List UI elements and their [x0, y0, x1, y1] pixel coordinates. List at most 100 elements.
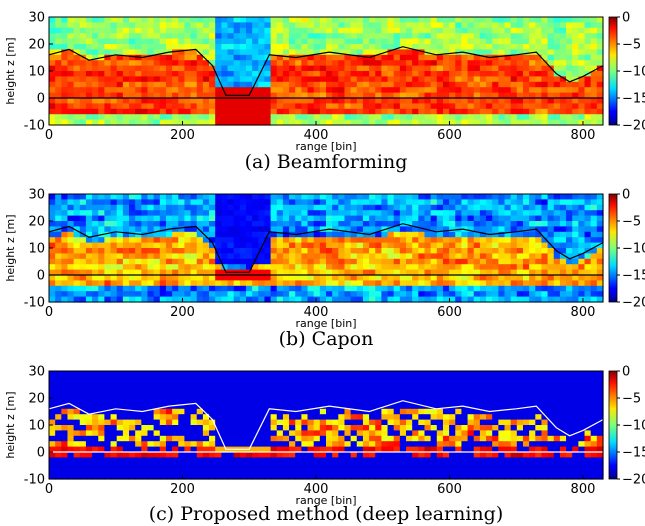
heatmap-cell	[61, 71, 69, 77]
heatmap-cell	[276, 65, 284, 72]
heatmap-cell	[590, 291, 598, 298]
heatmap-cell	[215, 296, 222, 303]
heatmap-cell	[165, 398, 173, 404]
heatmap-cell	[55, 65, 62, 72]
heatmap-cell	[338, 253, 346, 260]
heatmap-cell	[547, 226, 555, 233]
heatmap-cell	[245, 38, 253, 45]
heatmap-cell	[516, 92, 524, 99]
heatmap-cell	[73, 414, 81, 421]
heatmap-cell	[436, 408, 444, 415]
heatmap-cell	[227, 468, 235, 475]
heatmap-cell	[436, 54, 444, 61]
heatmap-cell	[393, 103, 401, 110]
heatmap-cell	[227, 248, 235, 254]
heatmap-cell	[104, 119, 112, 126]
heatmap-cell	[122, 237, 130, 244]
heatmap-cell	[418, 194, 426, 200]
heatmap-cell	[559, 285, 567, 292]
heatmap-cell	[258, 381, 266, 388]
heatmap-cell	[516, 237, 524, 244]
heatmap-cell	[424, 371, 432, 377]
heatmap-cell	[104, 446, 112, 453]
heatmap-cell	[172, 435, 179, 442]
heatmap-cell	[387, 17, 395, 23]
heatmap-cell	[209, 392, 216, 399]
heatmap-cell	[584, 269, 592, 276]
heatmap-cell	[270, 65, 278, 72]
heatmap-cell	[252, 248, 259, 254]
heatmap-cell	[276, 98, 284, 104]
heatmap-cell	[510, 258, 518, 265]
heatmap-cell	[430, 108, 438, 115]
heatmap-cell	[245, 114, 253, 121]
heatmap-cell	[418, 242, 426, 249]
heatmap-cell	[233, 194, 241, 200]
heatmap-cell	[387, 414, 395, 421]
heatmap-cell	[479, 108, 487, 115]
heatmap-cell	[547, 60, 555, 67]
heatmap-cell	[61, 76, 69, 83]
heatmap-cell	[276, 60, 284, 67]
heatmap-cell	[202, 92, 210, 99]
heatmap-cell	[141, 194, 149, 200]
heatmap-cell	[282, 81, 290, 88]
heatmap-cell	[202, 253, 210, 260]
heatmap-cell	[61, 44, 69, 50]
heatmap-cell	[184, 65, 192, 72]
heatmap-cell	[326, 468, 333, 475]
heatmap-cell	[258, 376, 266, 383]
heatmap-cell	[313, 248, 321, 254]
heatmap-cell	[418, 215, 426, 222]
heatmap-cell	[344, 371, 352, 377]
heatmap-cell	[252, 221, 259, 227]
heatmap-cell	[412, 226, 419, 233]
heatmap-cell	[344, 457, 352, 464]
heatmap-cell	[473, 33, 481, 40]
heatmap-cell	[135, 462, 142, 469]
heatmap-cell	[104, 38, 112, 45]
heatmap-cell	[498, 22, 506, 29]
heatmap-cell	[147, 199, 155, 206]
heatmap-cell	[516, 215, 524, 222]
heatmap-cell	[301, 65, 309, 72]
heatmap-cell	[135, 76, 142, 83]
heatmap-cell	[276, 242, 284, 249]
heatmap-cell	[153, 65, 161, 72]
heatmap-cell	[122, 60, 130, 67]
heatmap-cell	[535, 199, 543, 206]
heatmap-cell	[282, 291, 290, 298]
heatmap-cell	[79, 414, 87, 421]
heatmap-cell	[467, 114, 475, 121]
heatmap-cell	[258, 98, 266, 104]
heatmap-cell	[264, 204, 272, 211]
heatmap-cell	[319, 408, 327, 415]
heatmap-cell	[122, 403, 130, 410]
heatmap-cell	[252, 60, 259, 67]
heatmap-cell	[147, 392, 155, 399]
heatmap-cell	[350, 258, 358, 265]
heatmap-cell	[541, 65, 549, 72]
heatmap-cell	[406, 27, 413, 34]
heatmap-cell	[319, 92, 327, 99]
heatmap-cell	[135, 65, 142, 72]
heatmap-cell	[473, 87, 481, 94]
heatmap-cell	[85, 226, 93, 233]
heatmap-cell	[307, 381, 315, 388]
heatmap-cell	[122, 414, 130, 421]
heatmap-cell	[442, 22, 450, 29]
heatmap-cell	[486, 81, 493, 88]
heatmap-cell	[326, 296, 333, 303]
heatmap-cell	[67, 398, 75, 404]
heatmap-cell	[209, 210, 216, 217]
heatmap-cell	[313, 103, 321, 110]
heatmap-cell	[227, 215, 235, 222]
heatmap-cell	[67, 280, 75, 287]
heatmap-cell	[492, 269, 499, 276]
heatmap-cell	[129, 462, 136, 469]
heatmap-cell	[184, 457, 192, 464]
heatmap-cell	[147, 17, 155, 23]
heatmap-cell	[375, 269, 382, 276]
heatmap-cell	[227, 114, 235, 121]
heatmap-cell	[276, 468, 284, 475]
